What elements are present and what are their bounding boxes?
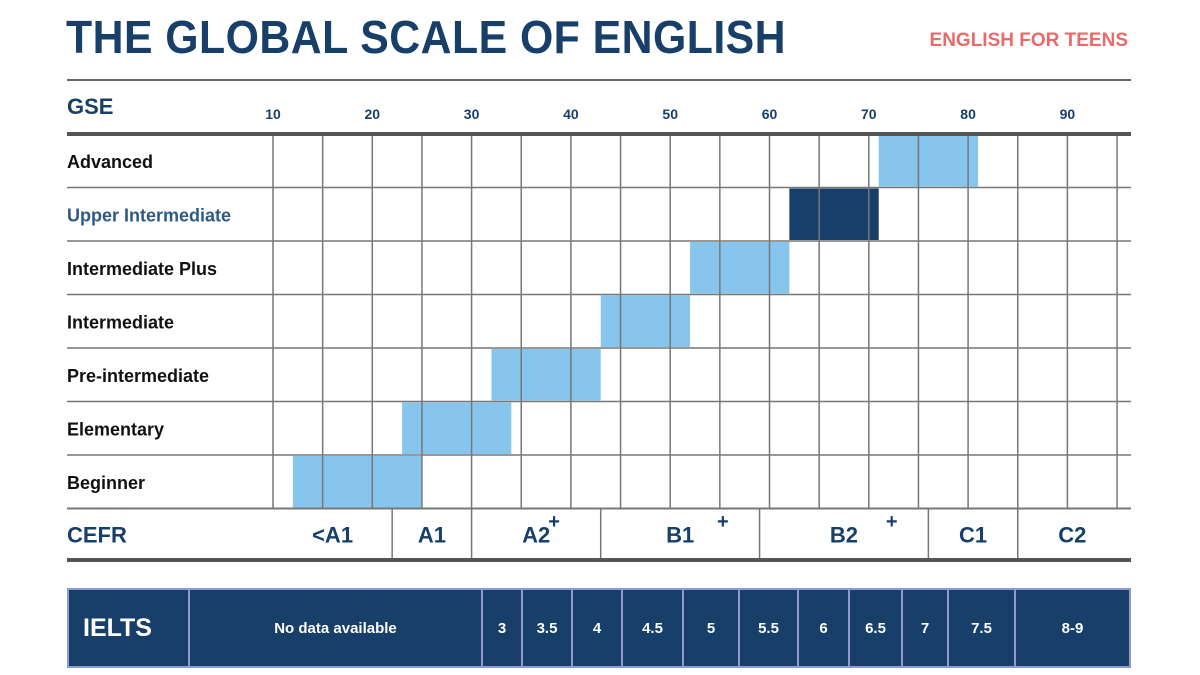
gse-tick-label: 70 — [861, 106, 877, 122]
ielts-score-cell: 7 — [901, 590, 947, 666]
ielts-score-cell: 5 — [682, 590, 738, 666]
cefr-plus-marker: + — [548, 511, 560, 533]
level-label: Upper Intermediate — [67, 205, 231, 225]
ielts-score-cell: 8-9 — [1014, 590, 1129, 666]
ielts-score-cell: 3 — [481, 590, 521, 666]
cefr-plus-marker: + — [886, 511, 898, 533]
cefr-plus-marker: + — [717, 511, 729, 533]
gse-tick-label: 60 — [762, 106, 778, 122]
ielts-score-cell: 5.5 — [738, 590, 797, 666]
gse-tick-label: 30 — [464, 106, 480, 122]
gse-tick-label: 20 — [365, 106, 381, 122]
ielts-score-cell: No data available — [188, 590, 481, 666]
gse-range-bar — [878, 135, 979, 187]
level-label: Pre-intermediate — [67, 366, 209, 386]
level-label: Intermediate Plus — [67, 259, 217, 279]
level-label: Beginner — [67, 473, 145, 493]
gse-tick-label: 50 — [662, 106, 678, 122]
ielts-score-cell: 6 — [797, 590, 848, 666]
level-label: Advanced — [67, 152, 153, 172]
gse-range-bar — [690, 242, 790, 294]
gse-axis-label: GSE — [67, 94, 113, 119]
cefr-band-label: B2 — [830, 522, 858, 547]
gse-range-bar — [292, 456, 422, 508]
cefr-band-label: A1 — [418, 522, 446, 547]
gse-tick-label: 10 — [265, 106, 281, 122]
gse-range-bar — [491, 349, 601, 401]
ielts-score-cell: 4 — [571, 590, 621, 666]
gse-tick-label: 40 — [563, 106, 579, 122]
cefr-label: CEFR — [67, 522, 127, 547]
ielts-row: IELTS No data available 3 3.5 4 4.5 5 5.5 6 6.5 7 7… — [67, 588, 1131, 668]
gse-range-bar — [789, 188, 879, 240]
cefr-band-label: <A1 — [312, 522, 353, 547]
page-subtitle: ENGLISH FOR TEENS — [929, 30, 1128, 51]
ielts-score-cell: 6.5 — [848, 590, 901, 666]
page-title: THE GLOBAL SCALE OF ENGLISH — [66, 11, 787, 63]
gse-tick-label: 80 — [960, 106, 976, 122]
gse-tick-label: 90 — [1060, 106, 1076, 122]
gse-range-bar — [402, 402, 512, 454]
ielts-score-cell: 4.5 — [621, 590, 682, 666]
ielts-score-cell: 7.5 — [947, 590, 1014, 666]
gse-range-bar — [600, 295, 691, 347]
cefr-band-label: A2 — [522, 522, 550, 547]
cefr-band-label: C2 — [1058, 522, 1086, 547]
ielts-score-cell: 3.5 — [521, 590, 571, 666]
cefr-band-label: C1 — [959, 522, 987, 547]
level-label: Elementary — [67, 419, 164, 439]
level-label: Intermediate — [67, 312, 174, 332]
ielts-label: IELTS — [83, 613, 152, 642]
cefr-band-label: B1 — [666, 522, 694, 547]
